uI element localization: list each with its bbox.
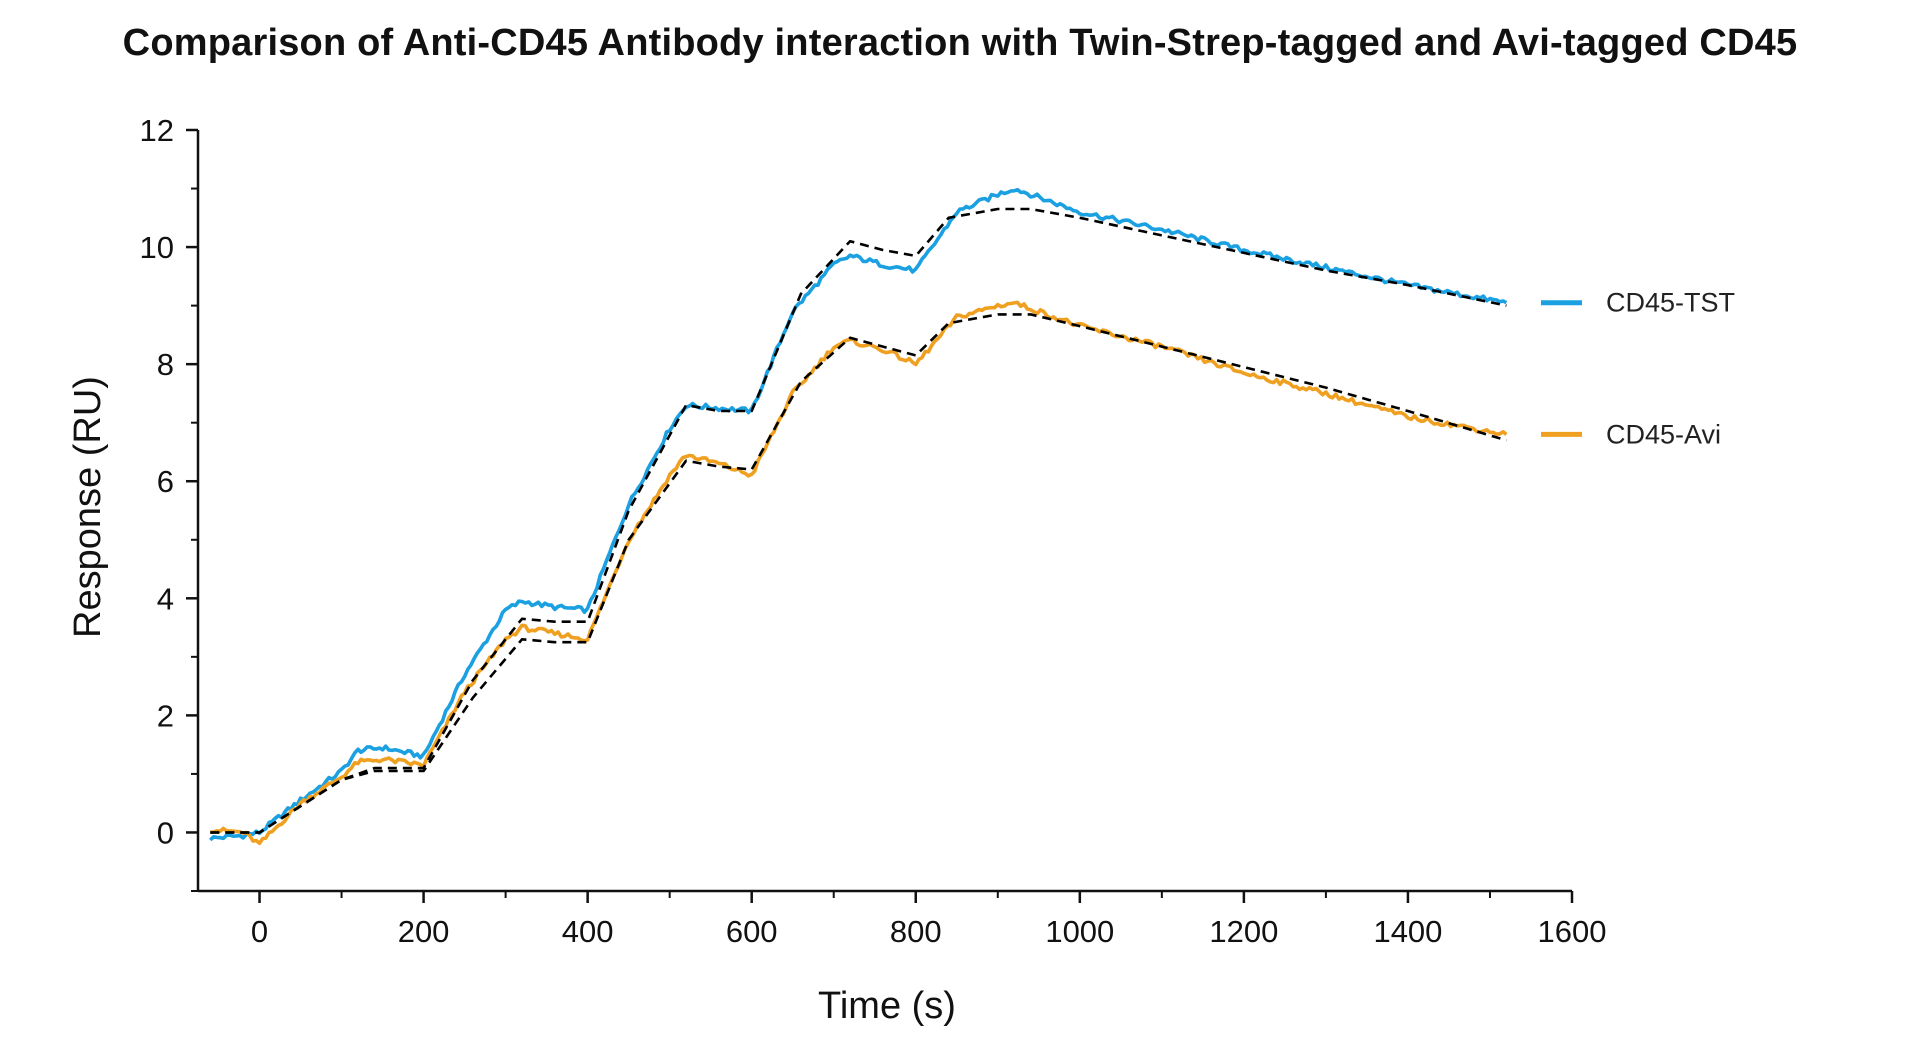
- y-tick-label: 10: [140, 230, 174, 265]
- legend: CD45-TST CD45-Avi: [1541, 288, 1735, 449]
- plot-area: [209, 187, 1508, 846]
- legend-label: CD45-Avi: [1606, 419, 1721, 449]
- x-tick-label: 800: [890, 914, 942, 949]
- y-tick-label: 2: [157, 698, 174, 733]
- axes: 0 2 4 6 8 10 12 0 200 400 600 800 1000 1200 1400 1600: [140, 113, 1607, 949]
- y-tick-label: 4: [157, 581, 174, 616]
- x-tick-label: 0: [251, 914, 268, 949]
- fit-curve-1: [210, 207, 1507, 834]
- legend-label: CD45-TST: [1606, 288, 1735, 318]
- y-axis-title: Response (RU): [67, 376, 109, 638]
- x-axis-title: Time (s): [818, 985, 956, 1027]
- x-tick-label: 400: [562, 914, 614, 949]
- x-tick-label: 1200: [1209, 914, 1278, 949]
- series-line-cd45-tst: [209, 187, 1508, 842]
- x-tick-label: 1000: [1045, 914, 1114, 949]
- x-tick-label: 200: [398, 914, 450, 949]
- y-tick-label: 12: [140, 113, 174, 148]
- x-tick-label: 600: [726, 914, 778, 949]
- y-tick-label: 6: [157, 464, 174, 499]
- x-tick-label: 1600: [1538, 914, 1607, 949]
- x-tick-label: 1400: [1373, 914, 1442, 949]
- y-tick-label: 0: [157, 815, 174, 850]
- fit-curve-2: [210, 313, 1507, 834]
- y-tick-label: 8: [157, 347, 174, 382]
- chart-title: Comparison of Anti-CD45 Antibody interac…: [122, 22, 1798, 64]
